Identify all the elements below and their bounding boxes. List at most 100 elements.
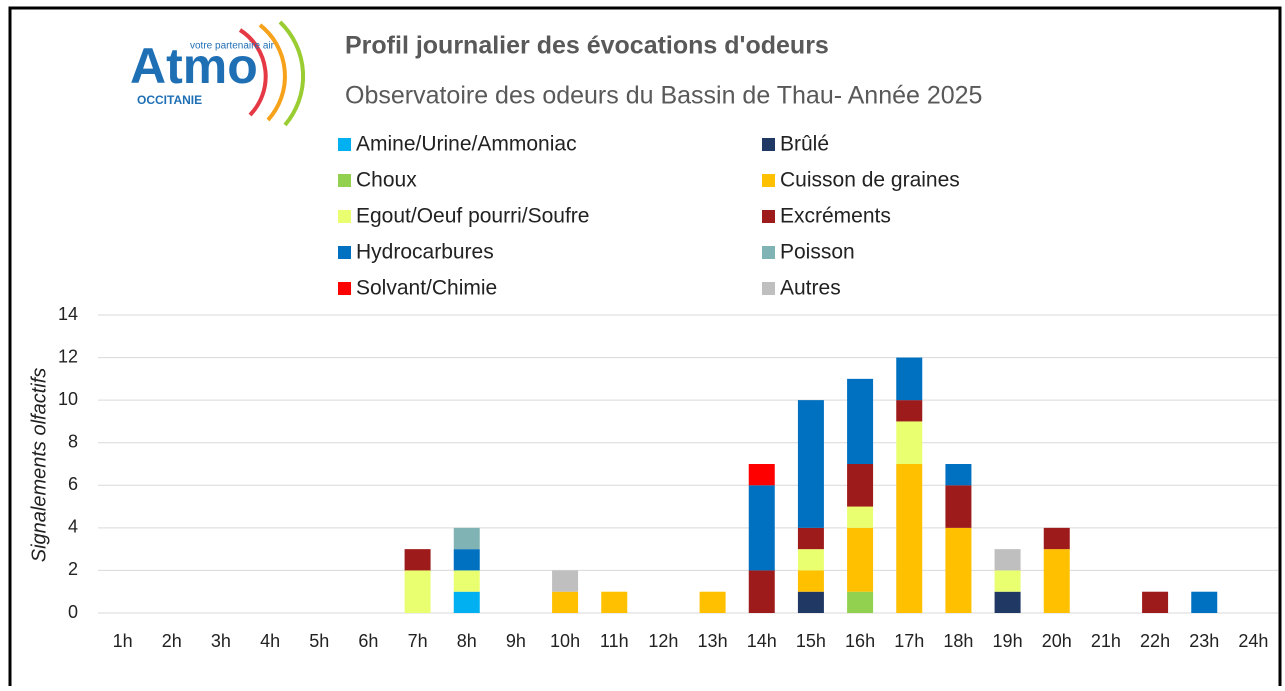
x-tick-label: 9h	[506, 631, 526, 651]
x-tick-label: 22h	[1140, 631, 1170, 651]
legend-swatch	[762, 210, 775, 223]
bar-segment	[847, 464, 874, 507]
bar-segment	[945, 485, 972, 528]
x-tick-label: 18h	[943, 631, 973, 651]
legend-label: Hydrocarbures	[356, 241, 494, 264]
bar-segment	[994, 549, 1021, 571]
legend-swatch	[338, 282, 351, 295]
y-tick-label: 6	[68, 474, 78, 494]
legend-swatch	[762, 246, 775, 259]
x-tick-label: 3h	[211, 631, 231, 651]
bar-segment	[453, 549, 480, 571]
legend-label: Poisson	[780, 241, 855, 264]
chart-subtitle: Observatoire des odeurs du Bassin de Tha…	[345, 82, 982, 110]
legend-swatch	[338, 174, 351, 187]
y-axis-label: Signalements olfactifs	[28, 368, 50, 563]
bar-segment	[945, 527, 972, 613]
x-tick-label: 17h	[894, 631, 924, 651]
logo-tagline: votre partenaire air	[190, 41, 275, 52]
logo-arc	[238, 28, 268, 117]
x-tick-label: 2h	[162, 631, 182, 651]
legend-swatch	[762, 174, 775, 187]
y-tick-label: 4	[68, 517, 78, 537]
bar-segment	[797, 570, 824, 592]
legend-swatch	[338, 138, 351, 151]
x-tick-label: 6h	[358, 631, 378, 651]
bar-segment	[699, 591, 726, 613]
legend-label: Amine/Urine/Ammoniac	[356, 133, 577, 156]
legend-label: Choux	[356, 169, 417, 192]
bar-segment	[1191, 591, 1218, 613]
chart-title: Profil journalier des évocations d'odeur…	[345, 32, 829, 60]
bar-segment	[847, 591, 874, 613]
bar-segment	[797, 527, 824, 550]
bar-segment	[601, 591, 628, 613]
x-tick-label: 11h	[600, 631, 629, 651]
logo-arc	[258, 23, 287, 122]
legend-swatch	[762, 282, 775, 295]
y-tick-label: 14	[58, 304, 78, 324]
logo: Atmo votre partenaire air OCCITANIE	[130, 20, 306, 127]
bar-segment	[748, 570, 775, 613]
bar-segment	[1142, 591, 1169, 613]
legend-label: Autres	[780, 277, 841, 300]
bar-segment	[797, 400, 824, 528]
bar-segment	[896, 400, 923, 422]
x-tick-label: 15h	[796, 631, 826, 651]
bar-segment	[847, 378, 874, 464]
frame	[8, 6, 1282, 691]
x-tick-label: 21h	[1091, 631, 1121, 651]
x-tick-label: 19h	[993, 631, 1023, 651]
x-tick-label: 24h	[1238, 631, 1268, 651]
bar-segment	[994, 570, 1021, 592]
y-tick-label: 0	[68, 602, 78, 622]
x-tick-label: 4h	[260, 631, 280, 651]
bar-segment	[453, 570, 480, 592]
logo-region: OCCITANIE	[137, 93, 202, 107]
x-tick-label: 14h	[747, 631, 777, 651]
legend-label: Solvant/Chimie	[356, 277, 497, 300]
legend-swatch	[762, 138, 775, 151]
bar-segment	[404, 570, 431, 613]
y-tick-label: 10	[58, 389, 78, 409]
bar-segment	[896, 464, 923, 613]
x-tick-label: 20h	[1042, 631, 1072, 651]
bar-segment	[404, 549, 431, 571]
x-tick-label: 23h	[1189, 631, 1219, 651]
x-tick-label: 7h	[408, 631, 428, 651]
bar-segment	[847, 527, 874, 592]
bar-segment	[552, 591, 579, 613]
bar-segment	[748, 485, 775, 571]
y-tick-label: 12	[58, 346, 78, 366]
y-tick-label: 2	[68, 559, 78, 579]
legend-swatch	[338, 210, 351, 223]
bar-segment	[797, 591, 824, 613]
bar-segment	[896, 357, 923, 401]
legend-swatch	[338, 246, 351, 259]
bar-segment	[994, 591, 1021, 613]
x-tick-label: 10h	[550, 631, 580, 651]
bar-segment	[1043, 527, 1070, 550]
bar-segment	[552, 570, 579, 592]
x-tick-label: 12h	[648, 631, 678, 651]
bar-segment	[945, 464, 972, 486]
bar-segment	[453, 527, 480, 550]
legend-label: Excréments	[780, 205, 891, 228]
logo-brand: Atmo	[130, 38, 258, 94]
bar-segment	[748, 464, 775, 486]
x-tick-label: 13h	[698, 631, 728, 651]
x-tick-label: 1h	[113, 631, 133, 651]
legend-label: Cuisson de graines	[780, 169, 960, 192]
x-tick-label: 8h	[457, 631, 477, 651]
y-tick-label: 8	[68, 431, 78, 451]
bar-segment	[896, 421, 923, 464]
legend-label: Egout/Oeuf pourri/Soufre	[356, 205, 589, 228]
bar-segment	[453, 591, 480, 613]
bar-segment	[847, 506, 874, 528]
x-tick-label: 16h	[845, 631, 875, 651]
logo-arc	[278, 20, 306, 127]
bar-segment	[797, 549, 824, 571]
bar-segment	[1043, 549, 1070, 613]
